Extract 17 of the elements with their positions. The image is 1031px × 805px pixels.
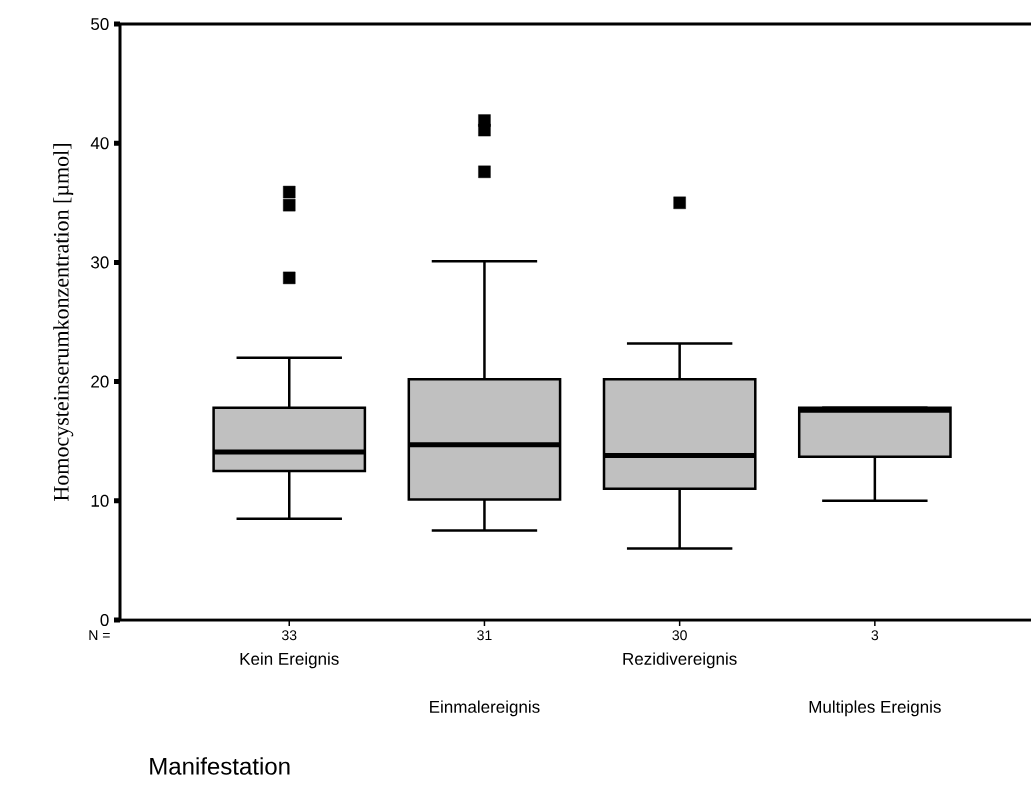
x-tick-label: Multiples Ereignis [809, 700, 941, 717]
text: N = [89, 630, 110, 640]
y-tick-label: 40 [90, 137, 109, 150]
text: 3 [871, 630, 879, 641]
y-tick-label: 0 [100, 613, 109, 627]
y-tick-label: 10 [91, 494, 109, 507]
y-tick-label: 30 [91, 256, 109, 269]
y-tick-label: 50 [91, 17, 109, 31]
x-tick-label: Rezidivereignis [623, 652, 737, 669]
text: 31 [477, 630, 492, 641]
text: 30 [672, 630, 687, 641]
text: 33 [281, 630, 297, 641]
x-tick-label: Kein Ereignis [240, 652, 339, 669]
y-tick-label: 20 [91, 375, 109, 388]
y-axis-title: Homocysteinserumkonzentration [µmol] [53, 144, 74, 501]
x-tick-label: Einmalereignis [430, 700, 540, 717]
x-axis-title: Manifestation [150, 757, 290, 775]
